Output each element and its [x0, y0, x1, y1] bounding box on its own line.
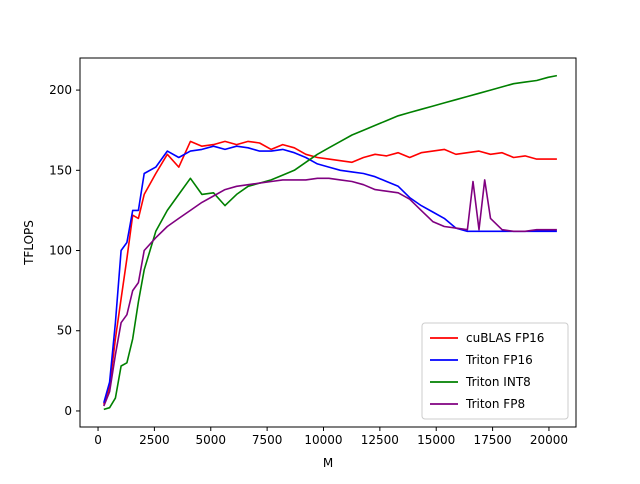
series-line-1	[103, 145, 557, 404]
y-axis-ticks: 0 50 100 150 200	[49, 83, 80, 418]
y-tick-label: 0	[64, 404, 72, 418]
x-tick-label: 5000	[195, 433, 226, 447]
x-axis-ticks: 0 2500 5000 7500 10000 12500 15000 17500 20000	[94, 427, 568, 447]
legend-label: Triton INT8	[465, 375, 531, 389]
x-tick-label: 12500	[361, 433, 399, 447]
x-tick-label: 10000	[304, 433, 342, 447]
x-tick-label: 17500	[473, 433, 511, 447]
series-line-0	[103, 140, 557, 405]
x-axis-label: M	[323, 456, 333, 470]
legend: cuBLAS FP16 Triton FP16 Triton INT8 Triton …	[421, 322, 569, 420]
series-line-2	[103, 74, 558, 411]
x-tick-label: 15000	[417, 433, 455, 447]
legend-label: Triton FP16	[465, 353, 533, 367]
x-tick-label: 2500	[139, 433, 170, 447]
y-tick-label: 200	[49, 83, 72, 97]
axes-frame	[79, 57, 577, 428]
y-tick-label: 150	[49, 163, 72, 177]
series-line-3	[103, 177, 557, 407]
x-tick-label: 20000	[530, 433, 568, 447]
x-tick-label: 0	[94, 433, 102, 447]
legend-label: Triton FP8	[465, 397, 525, 411]
legend-label: cuBLAS FP16	[466, 331, 544, 345]
y-tick-label: 100	[49, 244, 72, 258]
legend-box	[421, 322, 569, 420]
x-tick-label: 7500	[252, 433, 283, 447]
y-axis-label: TFLOPS	[22, 220, 36, 266]
y-tick-label: 50	[57, 324, 72, 338]
plot-layer	[103, 74, 558, 411]
